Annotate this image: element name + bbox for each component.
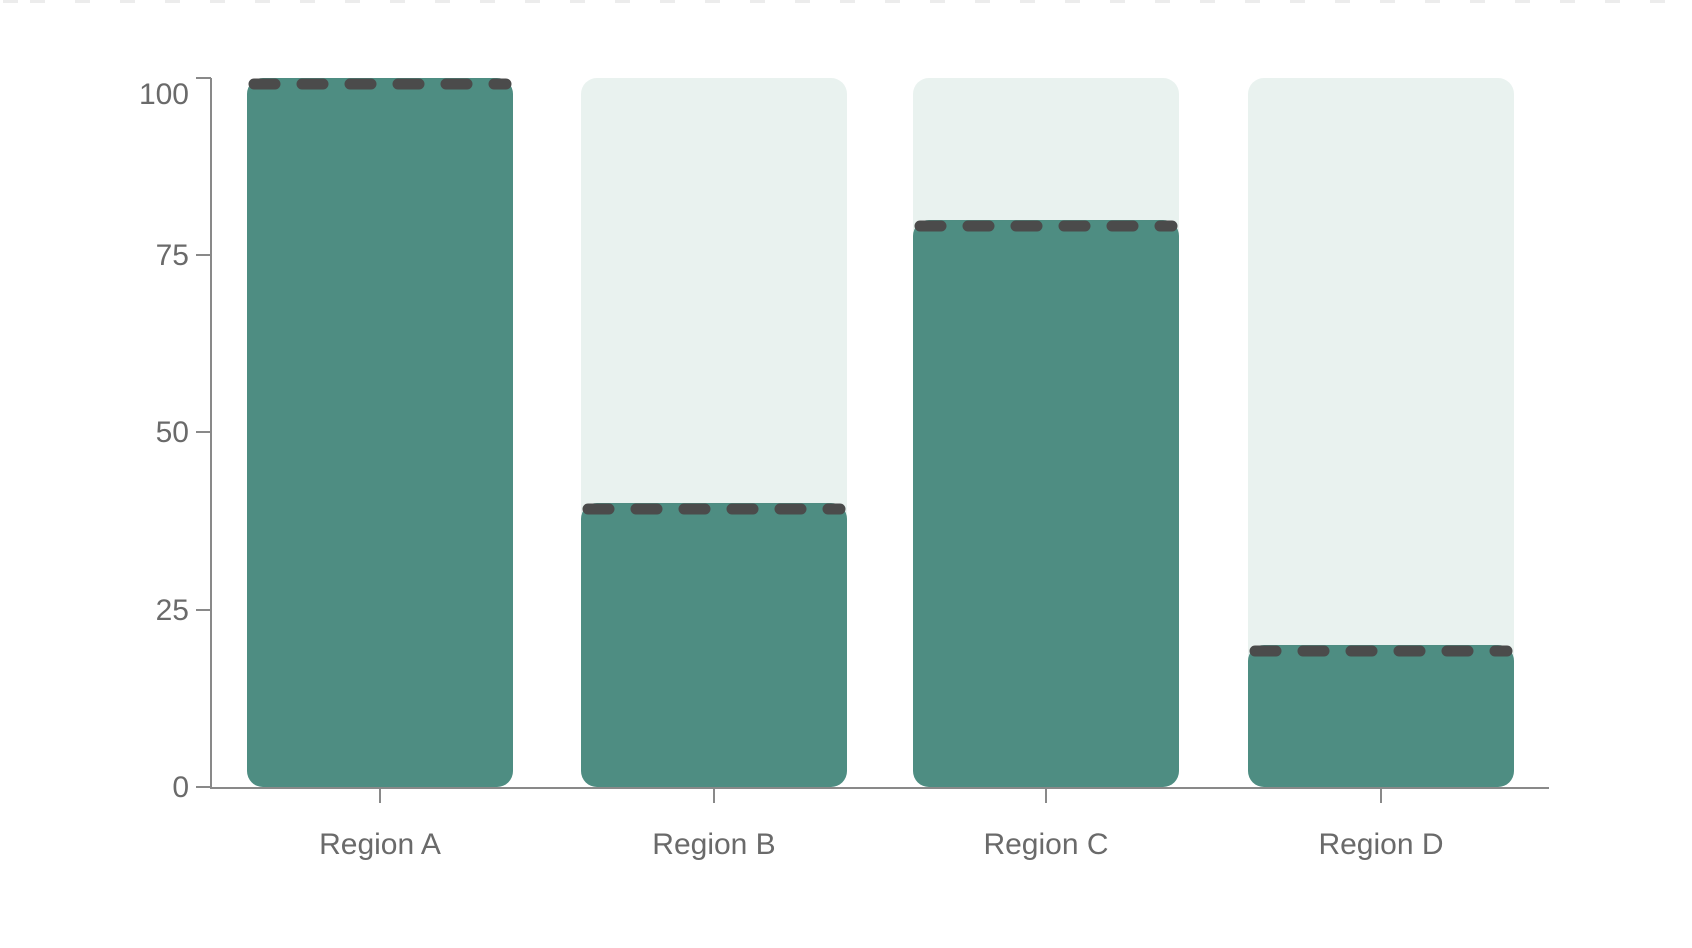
bar-region-c [913, 220, 1179, 787]
bar-region-d [1248, 645, 1514, 787]
bar-region-a [247, 78, 513, 787]
y-axis-tick [196, 254, 211, 256]
x-axis-category-label: Region B [652, 828, 776, 861]
x-axis-tick [713, 789, 715, 803]
target-dash-line-region-d [1248, 644, 1514, 657]
x-axis-line [210, 787, 1549, 789]
y-axis-tick-label: 100 [138, 78, 189, 111]
x-axis-category-label: Region D [1318, 828, 1444, 861]
y-axis-tick-label: 75 [155, 239, 189, 272]
y-axis-tick [196, 431, 211, 433]
y-axis-tick-label: 50 [155, 416, 189, 449]
x-axis-tick [379, 789, 381, 803]
x-axis-tick [1380, 789, 1382, 803]
bar-region-b [581, 503, 847, 787]
y-axis-tick-label: 0 [172, 771, 189, 804]
y-axis-tick-label: 25 [155, 594, 189, 627]
x-axis-category-label: Region C [983, 828, 1109, 861]
y-axis-tick [196, 786, 211, 788]
y-axis-tick [196, 77, 211, 79]
target-dash-line-region-c [913, 219, 1179, 232]
x-axis-category-label: Region A [319, 828, 441, 861]
target-dash-line-region-a [247, 77, 513, 90]
top-dashed-border [0, 0, 1692, 3]
target-dash-line-region-b [581, 502, 847, 515]
x-axis-tick [1045, 789, 1047, 803]
y-axis-tick [196, 609, 211, 611]
y-axis-line [210, 78, 212, 789]
